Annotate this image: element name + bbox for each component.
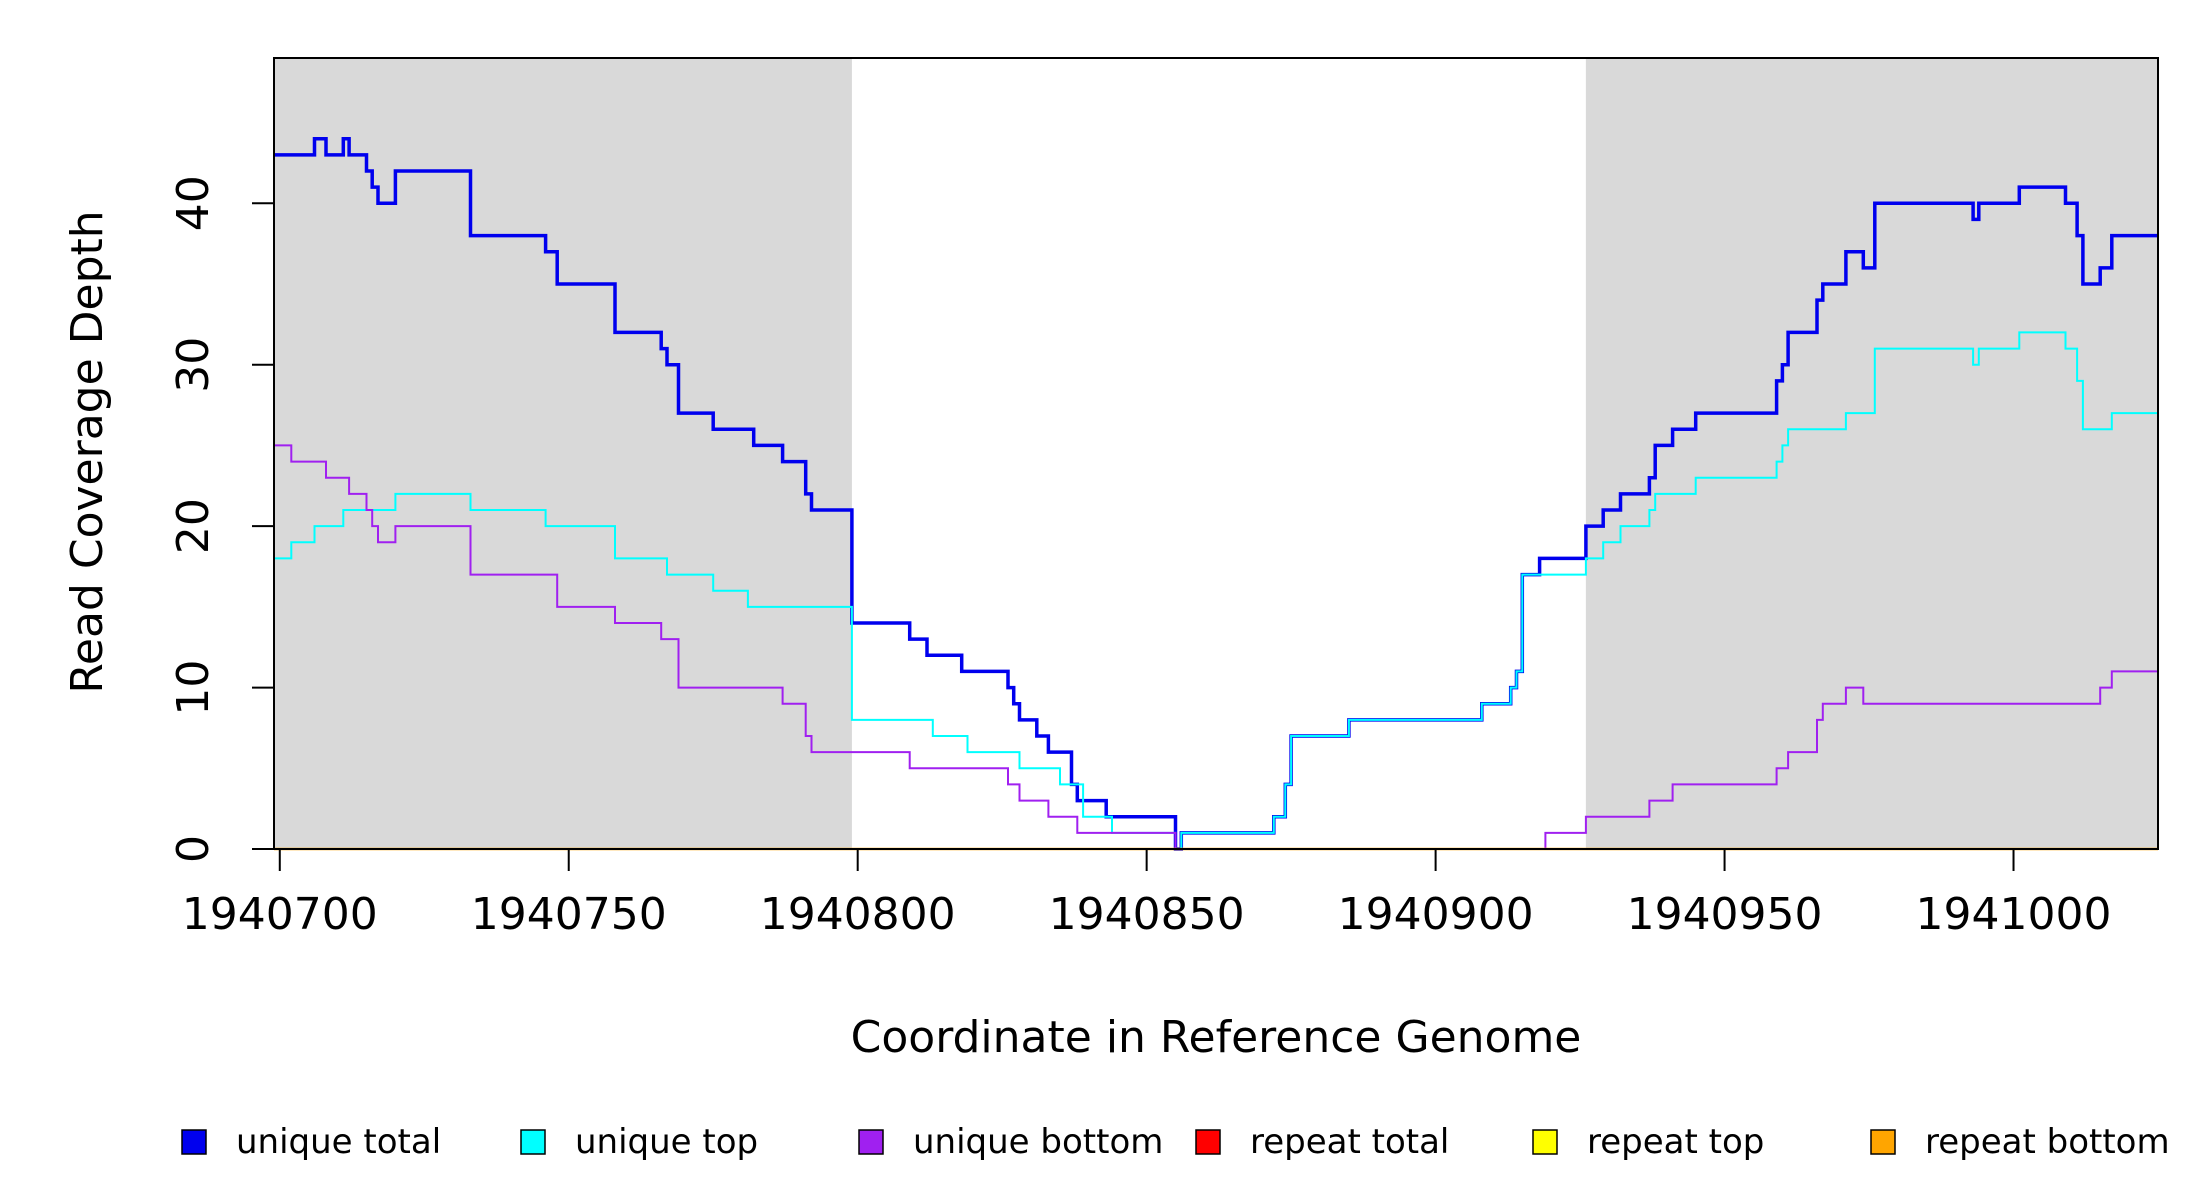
legend-swatch	[181, 1129, 207, 1155]
x-tick-label: 1940750	[471, 889, 667, 940]
series-line-unique-top	[274, 331, 2158, 850]
x-axis-title: Coordinate in Reference Genome	[851, 1012, 1582, 1063]
y-tick-label: 30	[168, 337, 219, 393]
legend-swatch	[1195, 1129, 1221, 1155]
axes: 1940700 1940750 1940800 1940850 1940900 19409…	[168, 175, 2112, 940]
y-tick-label: 40	[168, 175, 219, 231]
x-tick-label: 1941000	[1916, 889, 2112, 940]
legend-label: unique top	[575, 1122, 758, 1162]
legend-item: unique top	[520, 1122, 758, 1162]
legend-label: unique bottom	[913, 1122, 1163, 1162]
legend-item: repeat bottom	[1870, 1122, 2170, 1162]
x-tick-label: 1940900	[1338, 889, 1534, 940]
series-line-unique-bottom	[274, 444, 2158, 850]
legend-label: repeat top	[1587, 1122, 1764, 1162]
legend-swatch	[1532, 1129, 1558, 1155]
legend-item: unique bottom	[858, 1122, 1163, 1162]
x-tick-label: 1940700	[182, 889, 378, 940]
x-tick-label: 1940950	[1627, 889, 1823, 940]
shaded-regions	[274, 58, 2158, 849]
legend-swatch	[858, 1129, 884, 1155]
legend-label: repeat total	[1250, 1122, 1449, 1162]
legend-label: unique total	[236, 1122, 441, 1162]
legend-item: unique total	[181, 1122, 441, 1162]
x-tick-label: 1940800	[760, 889, 956, 940]
legend-item: repeat total	[1195, 1122, 1449, 1162]
legend-swatch	[520, 1129, 546, 1155]
legend-item: repeat top	[1532, 1122, 1764, 1162]
shaded-region-0	[274, 58, 852, 849]
legend-label: repeat bottom	[1925, 1122, 2170, 1162]
legend-swatch	[1870, 1129, 1896, 1155]
x-tick-label: 1940850	[1049, 889, 1245, 940]
shaded-region-1	[1585, 58, 2158, 849]
y-axis-title: Read Coverage Depth	[62, 210, 113, 693]
y-tick-label: 0	[168, 835, 219, 863]
y-tick-label: 10	[168, 660, 219, 716]
y-tick-label: 20	[168, 498, 219, 554]
legend: unique total unique top unique bottom repea…	[181, 1122, 2170, 1162]
